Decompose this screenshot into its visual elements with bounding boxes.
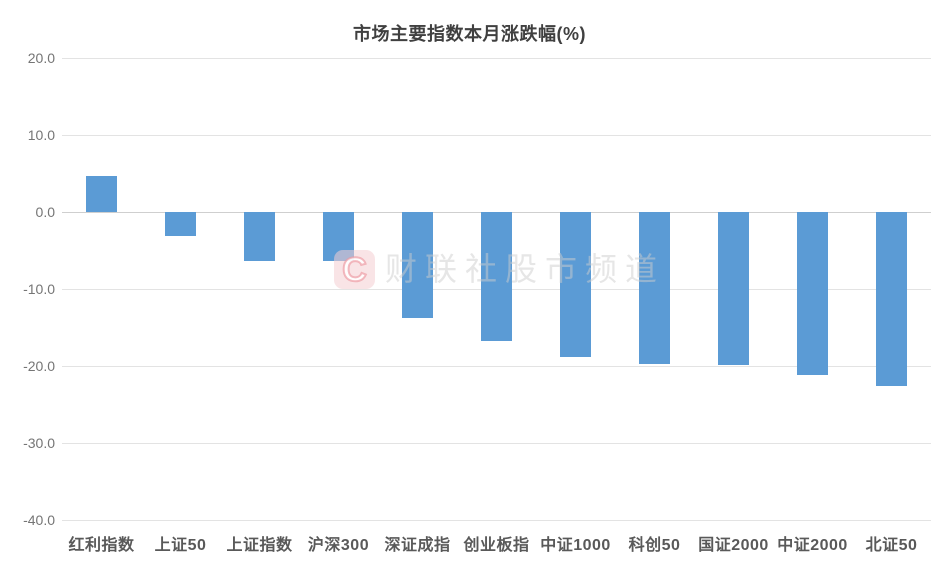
bar [165, 212, 196, 236]
x-axis-category-label: 创业板指 [463, 537, 530, 554]
gridline [62, 58, 931, 59]
y-axis-tick-label: -10.0 [23, 281, 55, 297]
bar [323, 212, 354, 261]
x-axis-category-label: 科创50 [628, 537, 681, 554]
gridline [62, 520, 931, 521]
x-axis-category-label: 北证50 [865, 537, 918, 554]
bar [639, 212, 670, 365]
gridline [62, 366, 931, 367]
x-axis-category-label: 中证1000 [540, 537, 611, 554]
bar [560, 212, 591, 357]
y-axis-tick-label: -40.0 [23, 512, 55, 528]
x-axis-category-label: 中证2000 [777, 537, 848, 554]
bar [718, 212, 749, 366]
x-axis-category-label: 红利指数 [68, 537, 135, 554]
x-axis-category-label: 深证成指 [384, 537, 451, 554]
gridline [62, 443, 931, 444]
y-axis-tick-label: -30.0 [23, 435, 55, 451]
y-axis-tick-label: 20.0 [27, 50, 55, 66]
y-axis-tick-label: 0.0 [35, 204, 55, 220]
x-axis-category-label: 沪深300 [307, 537, 370, 554]
bar [402, 212, 433, 319]
bar [244, 212, 275, 262]
chart-title: 市场主要指数本月涨跌幅(%) [353, 24, 586, 44]
bar [876, 212, 907, 387]
x-axis-category-label: 上证50 [154, 537, 207, 554]
bar [481, 212, 512, 342]
y-axis-tick-label: -20.0 [23, 358, 55, 374]
bar [797, 212, 828, 376]
x-axis-category-label: 上证指数 [226, 537, 293, 554]
gridline [62, 135, 931, 136]
bar [86, 175, 117, 212]
y-axis-tick-label: 10.0 [27, 127, 55, 143]
x-axis-category-label: 国证2000 [698, 537, 769, 554]
